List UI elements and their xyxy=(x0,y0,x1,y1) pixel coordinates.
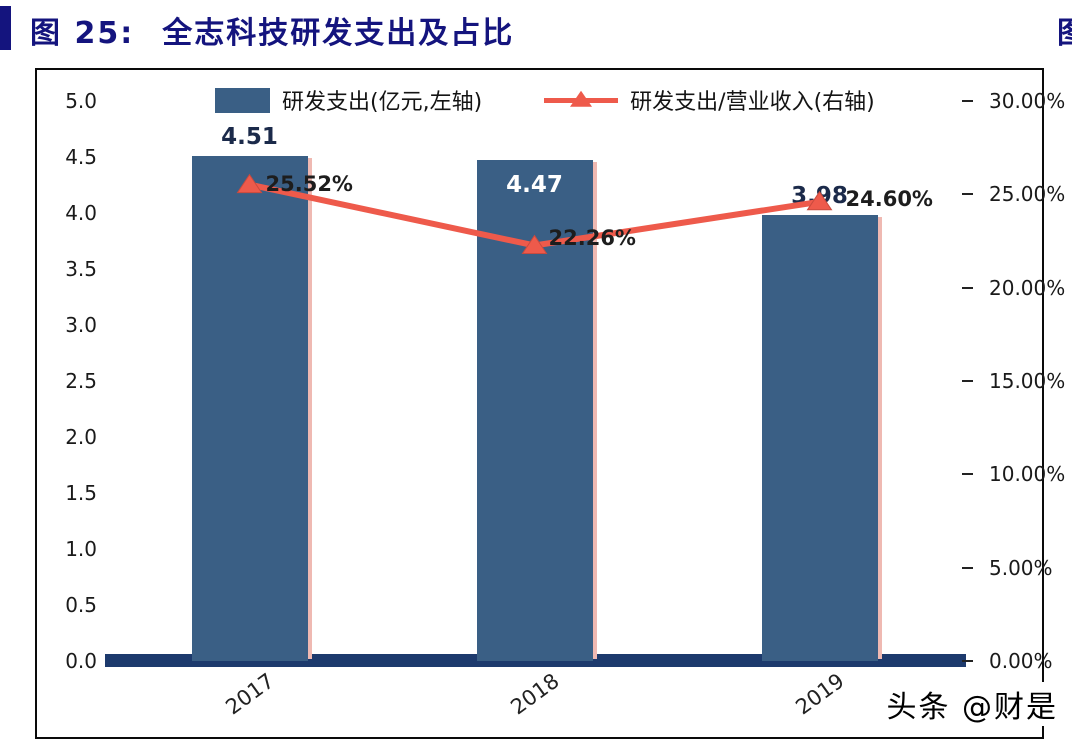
legend-triangle-marker-icon xyxy=(570,90,593,107)
y-axis-tick-left: 0.5 xyxy=(65,593,97,617)
y-axis-tick-left: 3.5 xyxy=(65,257,97,281)
y-axis-tick-left: 4.0 xyxy=(65,201,97,225)
legend: 研发支出(亿元,左轴) 研发支出/营业收入(右轴) xyxy=(215,84,875,116)
watermark: 头条 @财是 xyxy=(880,682,1064,726)
figure-title-text: 全志科技研发支出及占比 xyxy=(162,16,515,51)
legend-line-label: 研发支出/营业收入(右轴) xyxy=(630,90,875,115)
bar xyxy=(191,155,308,661)
bar-label: 4.51 xyxy=(221,123,278,150)
y-axis-tick-left: 2.5 xyxy=(65,369,97,393)
y-axis-tick-left: 5.0 xyxy=(65,89,97,113)
corner-character: 图 xyxy=(1057,8,1072,52)
y-axis-tick-right: 5.00% xyxy=(989,555,1053,580)
y-axis-tick-left: 1.5 xyxy=(65,481,97,505)
bar xyxy=(761,215,878,661)
y-axis-tick-right: 10.00% xyxy=(989,462,1066,487)
legend-line-swatch xyxy=(544,90,619,107)
figure-title: 图 25: 全志科技研发支出及占比 xyxy=(30,8,514,52)
bar-label: 4.47 xyxy=(506,172,563,199)
y-axis-tick-right: 20.00% xyxy=(989,275,1066,300)
chart-frame: 研发支出(亿元,左轴) 研发支出/营业收入(右轴) 5.0 4.5 4.0 3.5 3.… xyxy=(35,68,1065,739)
y-axis-tick-left: 0.0 xyxy=(65,649,97,673)
axis-tick-mark xyxy=(962,100,973,102)
axis-tick-mark xyxy=(962,566,973,569)
point-label: 25.52% xyxy=(265,171,353,196)
point-label: 24.60% xyxy=(845,186,933,211)
legend-bar-label: 研发支出(亿元,左轴) xyxy=(282,90,483,115)
y-axis-tick-right: 30.00% xyxy=(989,89,1066,113)
axis-tick-mark xyxy=(962,660,973,662)
axis-tick-mark xyxy=(962,193,973,196)
y-axis-tick-right: 0.00% xyxy=(989,649,1053,673)
axis-tick-mark xyxy=(962,286,973,289)
legend-bar-swatch xyxy=(215,87,270,113)
y-axis-tick-right: 15.00% xyxy=(989,369,1066,393)
y-axis-tick-left: 3.0 xyxy=(65,313,97,337)
y-axis-tick-left: 1.0 xyxy=(65,537,97,561)
point-label: 22.26% xyxy=(548,226,636,251)
title-accent-bar xyxy=(0,6,11,50)
y-axis-tick-left: 2.0 xyxy=(65,425,97,449)
legend-item-bar: 研发支出(亿元,左轴) xyxy=(215,84,482,116)
y-axis-tick-left: 4.5 xyxy=(65,145,97,169)
axis-tick-mark xyxy=(962,473,973,476)
axis-tick-mark xyxy=(962,380,973,382)
figure-number: 图 25: xyxy=(30,16,135,51)
legend-item-line: 研发支出/营业收入(右轴) xyxy=(544,84,875,116)
y-axis-tick-right: 25.00% xyxy=(989,182,1066,207)
